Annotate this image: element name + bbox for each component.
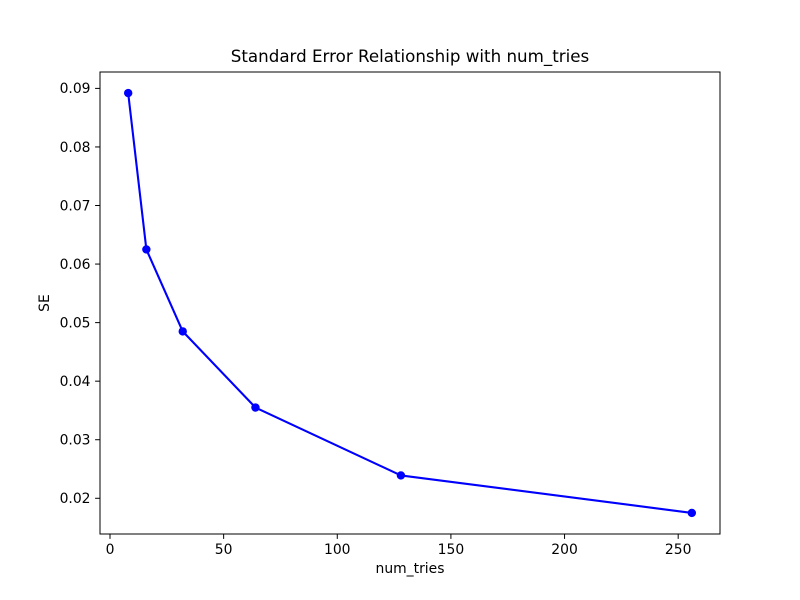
y-tick-label: 0.07 xyxy=(60,198,91,214)
data-point xyxy=(142,245,151,254)
y-tick-label: 0.06 xyxy=(60,257,91,273)
y-axis-label: SE xyxy=(37,294,53,312)
data-point xyxy=(396,471,406,480)
x-tick-label: 150 xyxy=(438,542,465,558)
y-tick-label: 0.02 xyxy=(60,491,91,507)
x-tick-label: 250 xyxy=(665,542,692,558)
y-tick-label: 0.04 xyxy=(60,374,91,390)
y-tick-label: 0.03 xyxy=(60,433,91,449)
y-tick-label: 0.08 xyxy=(60,140,91,156)
data-point xyxy=(251,403,260,412)
plot-area xyxy=(99,71,721,535)
x-tick-label: 0 xyxy=(106,542,115,558)
x-tick-label: 200 xyxy=(551,542,578,558)
data-point xyxy=(178,327,187,336)
data-point xyxy=(123,88,133,98)
y-tick-label: 0.05 xyxy=(60,315,91,331)
x-axis-label: num_tries xyxy=(375,561,445,577)
data-point xyxy=(687,508,697,518)
x-tick-label: 100 xyxy=(324,542,351,558)
x-tick-label: 50 xyxy=(215,542,233,558)
y-tick-label: 0.09 xyxy=(60,81,91,97)
chart-title: Standard Error Relationship with num_tri… xyxy=(230,46,590,66)
data-line xyxy=(127,92,693,514)
